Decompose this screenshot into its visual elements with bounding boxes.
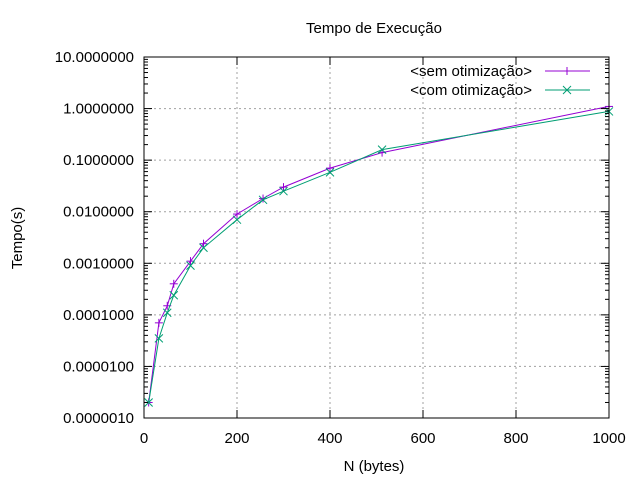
series-line: [148, 110, 610, 403]
ticks: 0.0000010 0.0000100 0.0001000 0.0010000 0.01…: [55, 49, 626, 447]
series-2: [144, 107, 614, 407]
x-axis-label: N (bytes): [344, 458, 405, 475]
data-point: [154, 334, 164, 343]
data-point: [258, 195, 268, 205]
series-line: [148, 105, 610, 403]
y-tick-label: 0.0100000: [63, 204, 134, 221]
plot-frame: [143, 56, 610, 419]
data-point: [199, 243, 208, 253]
data-point: [186, 261, 195, 270]
data-point: [154, 318, 163, 327]
data-point: [199, 239, 208, 248]
legend-marker: [562, 85, 572, 95]
series-layer: [144, 102, 614, 407]
data-point: [325, 167, 335, 177]
legend: <sem otimização> <com otimização>: [410, 63, 590, 99]
data-point: [233, 210, 241, 219]
data-point: [377, 145, 387, 154]
x-tick-label: 800: [503, 430, 528, 447]
data-point: [162, 308, 172, 318]
y-tick-label: 1.0000000: [63, 101, 134, 118]
y-tick-label: 0.1000000: [63, 152, 134, 169]
x-tick-label: 0: [140, 430, 148, 447]
y-tick-label: 0.0001000: [63, 307, 134, 324]
y-tick-label: 0.0010000: [63, 255, 134, 272]
data-point: [326, 164, 334, 173]
x-tick-label: 600: [410, 430, 435, 447]
data-point: [169, 279, 178, 288]
series-1: [144, 102, 613, 407]
data-point: [169, 290, 179, 300]
grid-lines: [144, 57, 609, 418]
legend-label: <com otimização>: [410, 82, 532, 99]
legend-label: <sem otimização>: [410, 63, 532, 80]
data-point: [144, 398, 154, 407]
y-tick-label: 0.0000100: [63, 358, 134, 375]
x-tick-label: 400: [317, 430, 342, 447]
legend-entry: <sem otimização>: [410, 63, 590, 80]
legend-entry: <com otimização>: [410, 82, 590, 99]
legend-marker: [563, 67, 571, 75]
y-tick-label: 10.0000000: [55, 49, 134, 66]
x-tick-label: 1000: [592, 430, 625, 447]
y-tick-label: 0.0000010: [63, 410, 134, 427]
x-tick-label: 200: [224, 430, 249, 447]
chart-title: Tempo de Execução: [306, 20, 442, 37]
data-point: [279, 186, 288, 196]
data-point: [279, 183, 288, 192]
y-axis-label: Tempo(s): [9, 207, 26, 270]
data-point: [232, 215, 242, 225]
